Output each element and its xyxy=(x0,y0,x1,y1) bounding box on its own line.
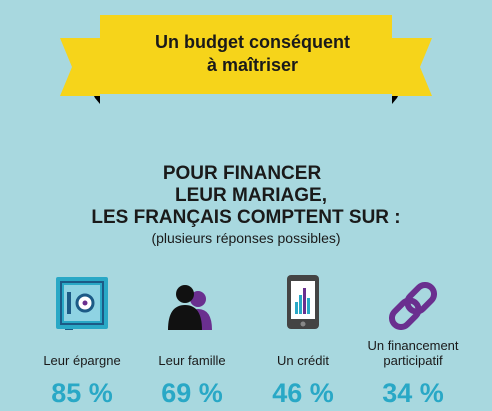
chain-link-icon xyxy=(358,270,468,330)
stat-value: 46 % xyxy=(272,378,334,408)
stat-savings: Leur épargne 85 % xyxy=(27,270,137,409)
stat-value: 34 % xyxy=(382,378,444,408)
stat-family: Leur famille 69 % xyxy=(137,270,247,409)
stat-credit: Un crédit 46 % xyxy=(248,270,358,409)
heading-line3: LES FRANÇAIS COMPTENT SUR : xyxy=(91,207,401,228)
main-heading: POUR FINANCER LEUR MARIAGE, LES FRANÇAIS… xyxy=(0,163,492,229)
banner-ribbon-icon xyxy=(60,15,432,104)
phone-chart-icon xyxy=(248,270,358,330)
stat-label: Leur famille xyxy=(158,353,226,368)
heading-subtitle: (plusieurs réponses possibles) xyxy=(151,230,341,246)
heading-line1: POUR FINANCER xyxy=(162,163,322,184)
banner-title-line1: Un budget conséquent xyxy=(155,32,350,52)
stat-value: 69 % xyxy=(161,378,223,408)
heading-line2: LEUR MARIAGE, xyxy=(175,185,327,206)
stat-label: Un financement participatif xyxy=(367,338,459,368)
banner-title: Un budget conséquent à maîtriser xyxy=(110,31,395,77)
stat-label: Leur épargne xyxy=(43,353,121,368)
stat-value: 85 % xyxy=(51,378,113,408)
banner: Un budget conséquent à maîtriser xyxy=(0,0,492,110)
banner-title-line2: à maîtriser xyxy=(206,55,299,75)
stat-label: Un crédit xyxy=(276,353,330,368)
stat-crowdfunding: Un financement participatif 34 % xyxy=(358,270,468,409)
family-icon xyxy=(137,270,247,330)
safe-icon xyxy=(27,270,137,330)
